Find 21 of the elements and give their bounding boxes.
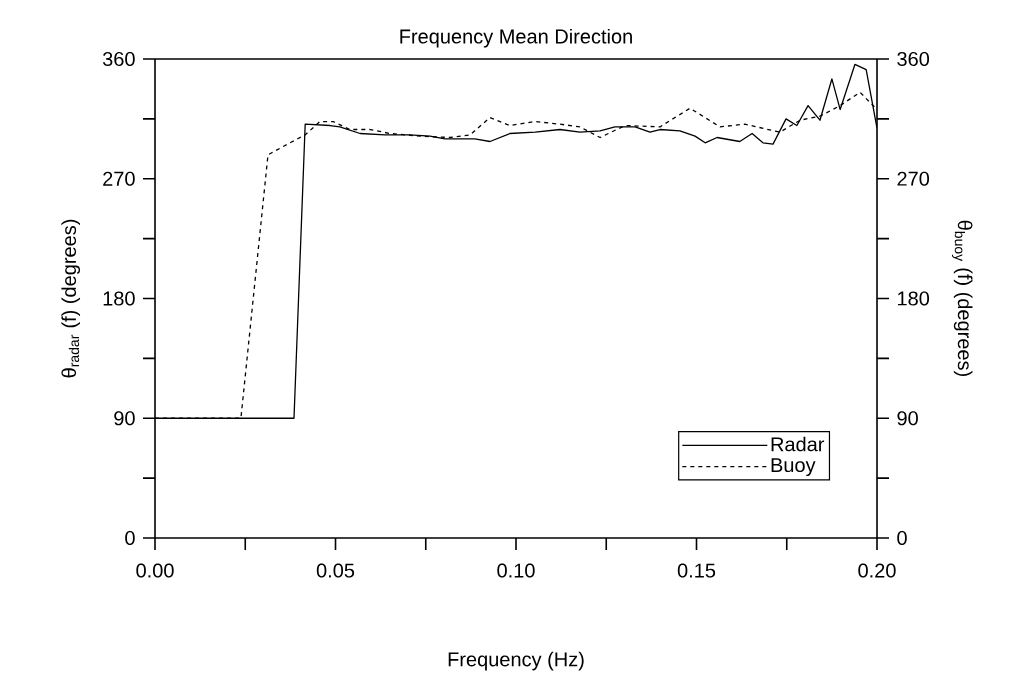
y2-tick-label: 180	[898, 291, 930, 306]
x-tick-label: 0.10	[497, 563, 535, 578]
x-tick-label: 0.00	[136, 563, 174, 578]
y-tick-label: 90	[114, 411, 135, 426]
legend-label: Buoy	[771, 458, 816, 477]
y-tick-label: 0	[125, 530, 135, 546]
y2-axis-title: θ$_{buoy}$ (f) (degrees)	[951, 220, 973, 377]
x-tick-label: 0.15	[677, 563, 716, 578]
y-tick-label: 180	[103, 291, 135, 306]
y-tick-label: 270	[103, 171, 135, 186]
x-tick-label: 0.20	[858, 563, 896, 578]
y2-tick-label: 360	[897, 51, 930, 67]
y-axis-title: θ$_{radar}$ (f) (degrees)	[61, 219, 81, 378]
y2-tick-label: 270	[897, 171, 930, 186]
x-axis-title: Frequency (Hz)	[448, 651, 584, 671]
chart-title: Frequency Mean Direction	[400, 28, 632, 48]
y2-tick-label: 90	[897, 411, 918, 426]
x-tick-label: 0.05	[316, 563, 355, 578]
legend-label: Radar	[771, 436, 825, 452]
y2-tick-label: 0	[897, 530, 907, 546]
y-tick-label: 360	[102, 51, 135, 67]
